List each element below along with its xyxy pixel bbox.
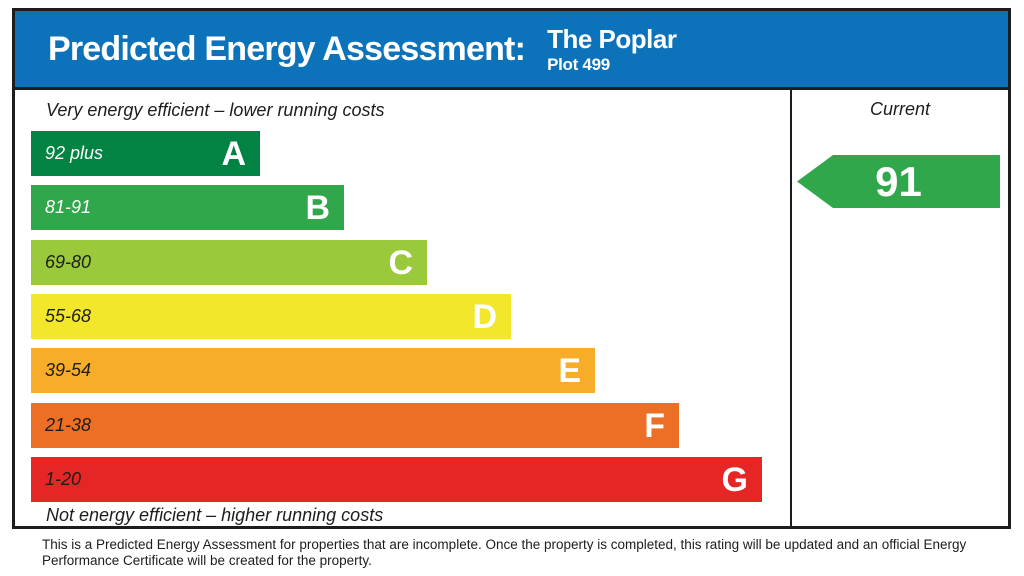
- epc-band-e: 39-54 E: [31, 348, 595, 393]
- epc-band-g: 1-20 G: [31, 457, 762, 502]
- current-column-header: Current: [869, 99, 931, 119]
- epc-chart: Very energy efficient – lower running co…: [12, 90, 1011, 529]
- band-range-label: 1-20: [45, 469, 82, 489]
- epc-band-d: 55-68 D: [31, 294, 511, 339]
- top-caption: Very energy efficient – lower running co…: [46, 100, 385, 120]
- band-range-label: 69-80: [45, 252, 92, 272]
- current-column-divider: [790, 90, 792, 526]
- band-range-label: 92 plus: [45, 143, 104, 163]
- epc-band-b: 81-91 B: [31, 185, 344, 230]
- disclaimer-text: This is a Predicted Energy Assessment fo…: [42, 537, 967, 569]
- band-range-label: 55-68: [45, 306, 92, 326]
- band-letter: E: [558, 351, 581, 390]
- band-letter: C: [388, 243, 413, 282]
- band-letter: A: [221, 134, 246, 173]
- epc-band-c: 69-80 C: [31, 240, 427, 285]
- epc-band-a: 92 plus A: [31, 131, 260, 176]
- property-info: The Poplar Plot 499: [547, 23, 677, 75]
- current-rating-value: 91: [875, 157, 922, 205]
- current-column: Current 91: [792, 90, 1008, 526]
- header-banner: Predicted Energy Assessment: The Poplar …: [12, 8, 1011, 90]
- band-letter: B: [305, 188, 330, 227]
- property-plot: Plot 499: [547, 55, 610, 75]
- band-range-label: 81-91: [45, 197, 92, 217]
- band-letter: D: [472, 297, 497, 336]
- band-range-label: 21-38: [45, 415, 92, 435]
- bottom-caption: Not energy efficient – higher running co…: [46, 505, 384, 525]
- current-rating-arrow: 91: [797, 155, 1000, 208]
- epc-band-f: 21-38 F: [31, 403, 679, 448]
- band-letter: F: [644, 406, 665, 445]
- page-title: Predicted Energy Assessment:: [48, 29, 526, 68]
- band-range-label: 39-54: [45, 360, 92, 380]
- property-name: The Poplar: [547, 23, 677, 54]
- band-letter: G: [721, 460, 748, 499]
